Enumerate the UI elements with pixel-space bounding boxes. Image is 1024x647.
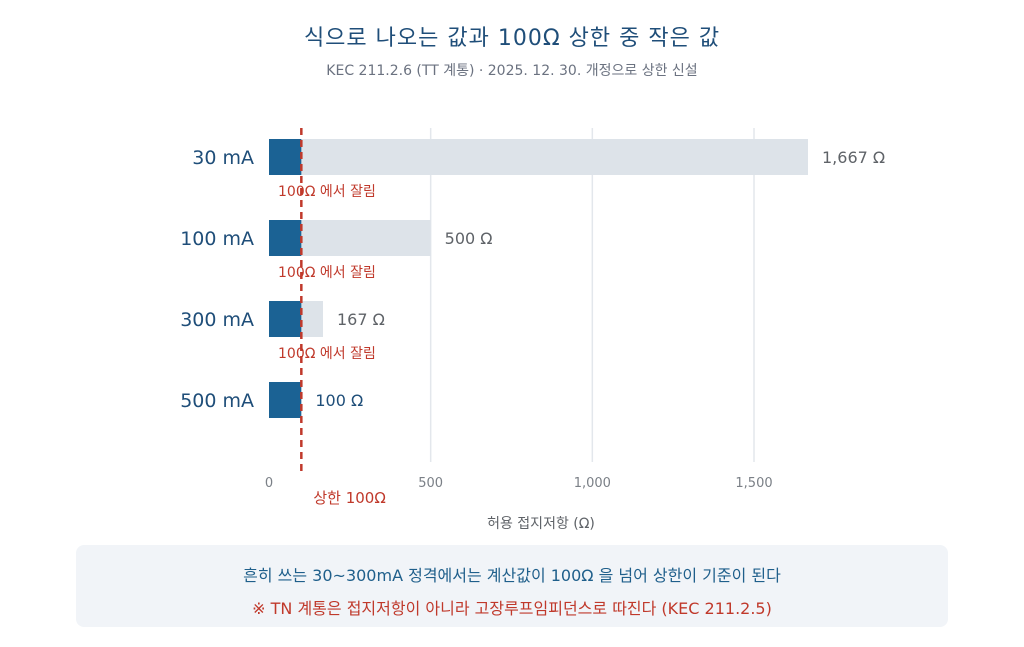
clip-label: 100Ω 에서 잘림 — [278, 184, 376, 200]
note-line-1: 흔히 쓰는 30~300mA 정격에서는 계산값이 100Ω 을 넘어 상한이 … — [243, 566, 781, 585]
value-label: 167 Ω — [337, 310, 385, 329]
applied-bar — [269, 382, 302, 418]
value-label: 500 Ω — [445, 229, 493, 248]
clip-label: 100Ω 에서 잘림 — [278, 265, 376, 281]
note-box: 흔히 쓰는 30~300mA 정격에서는 계산값이 100Ω 을 넘어 상한이 … — [76, 545, 948, 627]
chart-title: 식으로 나오는 값과 100Ω 상한 중 작은 값 — [303, 26, 721, 51]
x-tick-label: 1,500 — [735, 476, 772, 491]
value-label: 1,667 Ω — [822, 148, 885, 167]
x-axis-label: 허용 접지저항 (Ω) — [487, 516, 595, 532]
applied-bar — [269, 220, 302, 256]
formula-bar — [269, 139, 808, 175]
limit-line-label: 상한 100Ω — [313, 489, 385, 507]
category-label: 100 mA — [180, 228, 254, 250]
category-label: 300 mA — [180, 309, 254, 331]
applied-bar — [269, 139, 302, 175]
x-tick-label: 500 — [418, 476, 443, 491]
x-tick-label: 0 — [265, 476, 273, 491]
value-label: 100 Ω — [315, 391, 363, 410]
chart-subtitle: KEC 211.2.6 (TT 계통) · 2025. 12. 30. 개정으로… — [326, 63, 698, 79]
applied-bar — [269, 301, 302, 337]
x-tick-label: 1,000 — [574, 476, 611, 491]
bar-chart: 0 500 1,000 1,500 허용 접지저항 (Ω) 30 mA 1,667 Ω 100… — [180, 128, 885, 532]
category-label: 500 mA — [180, 390, 254, 412]
category-label: 30 mA — [192, 147, 254, 169]
note-line-2: ※ TN 계통은 접지저항이 아니라 고장루프임피던스로 따진다 (KEC 21… — [252, 599, 772, 618]
clip-label: 100Ω 에서 잘림 — [278, 346, 376, 362]
